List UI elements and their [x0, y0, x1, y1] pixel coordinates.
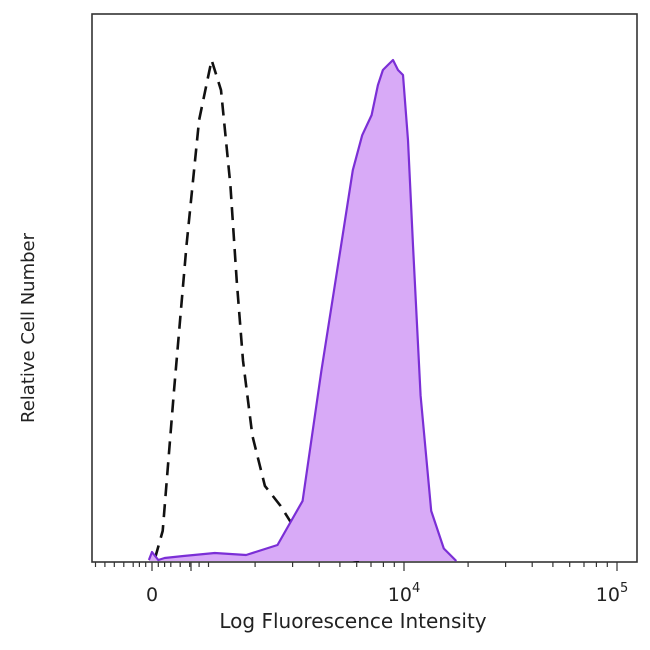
- filled-histogram-outline: [147, 58, 458, 562]
- x-tick-label: 105: [596, 581, 628, 606]
- x-axis-ticks: [94, 562, 618, 571]
- x-tick-labels: 0 104 105: [146, 581, 628, 606]
- filled-histogram-area: [148, 60, 457, 561]
- series-layer: [147, 58, 458, 563]
- x-axis-label: Log Fluorescence Intensity: [219, 609, 486, 633]
- x-tick-label: 0: [146, 584, 158, 606]
- y-axis-label: Relative Cell Number: [18, 232, 39, 423]
- x-tick-label: 104: [388, 581, 420, 606]
